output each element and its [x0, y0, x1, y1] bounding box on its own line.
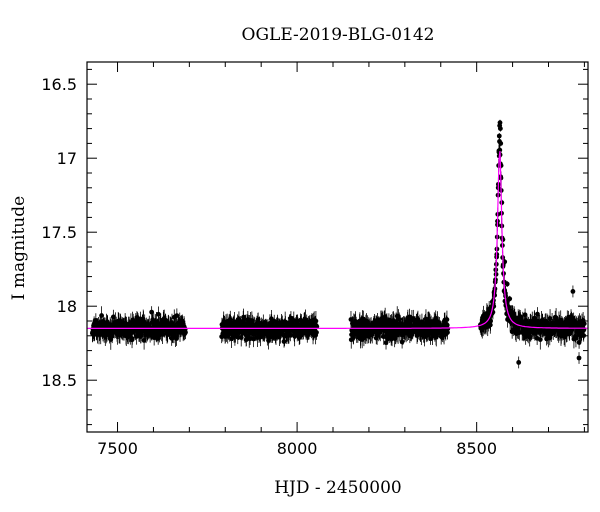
y-tick-label: 18	[57, 297, 77, 316]
data-point	[496, 133, 502, 139]
data-point	[179, 318, 185, 324]
data-point	[576, 355, 582, 361]
data-point	[504, 281, 510, 287]
data-point	[129, 336, 135, 342]
data-point	[149, 309, 155, 315]
plot-frame	[86, 61, 589, 433]
y-tick-label: 18.5	[41, 371, 77, 390]
y-tick-label: 17.5	[41, 223, 77, 242]
data-point	[537, 337, 543, 342]
data-point	[497, 120, 503, 126]
y-tick-label: 16.5	[41, 75, 77, 94]
data-point	[570, 289, 576, 294]
data-points	[89, 119, 587, 369]
data-point	[497, 126, 503, 131]
data-point	[573, 335, 579, 341]
data-point	[281, 339, 287, 344]
y-tick-label: 17	[57, 149, 77, 168]
tick-labels: 7500 8000 8500 16.5 17 17.5 18 18.5	[41, 75, 497, 458]
data-point	[516, 360, 522, 365]
x-tick-label: 8500	[456, 439, 497, 458]
axis-ticks	[87, 62, 588, 432]
data-point	[445, 326, 451, 332]
y-axis-label: I magnitude	[9, 196, 29, 300]
x-tick-label: 8000	[277, 439, 318, 458]
model-curve	[87, 151, 588, 329]
data-point	[507, 296, 513, 302]
data-point	[183, 330, 188, 335]
x-tick-label: 7500	[97, 439, 138, 458]
chart-title: OGLE-2019-BLG-0142	[242, 25, 435, 45]
x-axis-label: HJD - 2450000	[274, 478, 402, 498]
data-point	[498, 141, 504, 146]
data-point	[381, 334, 387, 340]
data-point	[581, 321, 587, 327]
data-point	[399, 339, 405, 345]
data-point	[99, 313, 104, 318]
data-point	[156, 311, 161, 317]
data-point	[444, 322, 450, 328]
